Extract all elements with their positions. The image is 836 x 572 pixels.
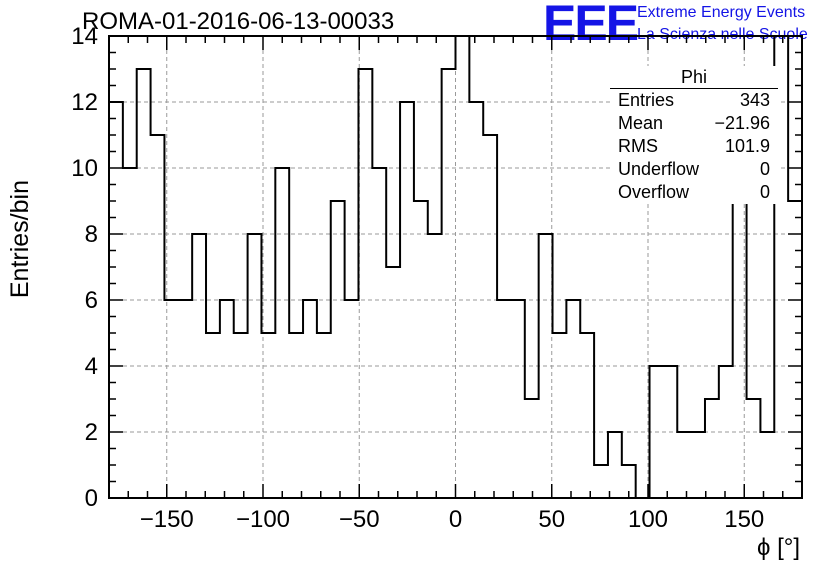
stats-row: RMS 101.9	[610, 135, 778, 158]
y-tick-label: 10	[71, 155, 98, 182]
histogram-bin	[234, 333, 248, 498]
y-tick-label: 6	[85, 287, 98, 314]
histogram-bin	[525, 399, 539, 498]
stats-label: RMS	[618, 136, 658, 156]
logo-line-1: Extreme Energy Events	[637, 4, 806, 21]
histogram-bin	[747, 399, 761, 498]
x-tick-label: 0	[449, 506, 462, 533]
histogram-bin	[275, 168, 289, 498]
histogram-bin	[261, 333, 275, 498]
histogram-bin	[372, 168, 386, 498]
histogram-bin	[553, 333, 567, 498]
stats-value: 343	[739, 90, 770, 110]
histogram-bin	[414, 201, 428, 498]
stats-row: Underflow 0	[610, 158, 778, 181]
x-tick-label: 100	[628, 506, 668, 533]
histogram-bin	[469, 102, 483, 498]
histogram-bin	[317, 333, 331, 498]
stats-label: Overflow	[618, 182, 690, 202]
stats-row: Entries 343	[610, 89, 778, 112]
stats-value: 0	[759, 182, 770, 202]
stats-row: Overflow 0	[610, 181, 778, 204]
stats-label: Mean	[618, 113, 664, 133]
stats-value: −21.96	[714, 113, 770, 133]
eee-logo: EEE	[543, 0, 639, 51]
x-axis-label: ϕ [°]	[756, 534, 800, 561]
histogram-bin	[705, 399, 719, 498]
histogram-bin	[539, 234, 553, 498]
chart-title: ROMA-01-2016-06-13-00033	[82, 8, 395, 35]
histogram-bin	[289, 333, 303, 498]
x-tick-label: −50	[339, 506, 380, 533]
histogram-bin	[677, 432, 691, 498]
histogram-bin	[151, 135, 165, 498]
histogram-bin	[178, 300, 192, 498]
stats-row: Mean −21.96	[610, 112, 778, 135]
histogram-bin	[358, 69, 372, 498]
histogram-bin	[580, 333, 594, 498]
stats-value: 0	[759, 159, 770, 179]
histogram-bin	[733, 201, 747, 498]
histogram-bin	[345, 300, 359, 498]
histogram-bin	[650, 366, 664, 498]
y-tick-label: 8	[85, 221, 98, 248]
histogram-bin	[220, 300, 234, 498]
histogram-bin	[248, 234, 262, 498]
stats-value: 101.9	[724, 136, 770, 156]
x-tick-label: −100	[236, 506, 290, 533]
stats-box: Phi Entries 343 Mean −21.96 RMS 101.9 Underflo…	[610, 66, 778, 204]
stats-title: Phi	[610, 66, 778, 89]
stats-label: Underflow	[618, 159, 700, 179]
histogram-bin	[608, 432, 622, 498]
histogram-bin	[566, 300, 580, 498]
histogram-bin	[137, 69, 151, 498]
histogram-bin	[192, 234, 206, 498]
histogram-bin	[206, 333, 220, 498]
x-tick-label: 50	[538, 506, 565, 533]
stats-label: Entries	[618, 90, 675, 110]
histogram-bin	[123, 168, 137, 498]
histogram-bin	[303, 300, 317, 498]
y-tick-label: 2	[85, 419, 98, 446]
y-tick-label: 0	[85, 485, 98, 512]
histogram-bin	[164, 300, 178, 498]
histogram-bin	[428, 234, 442, 498]
x-tick-label: 150	[724, 506, 764, 533]
histogram-bin	[511, 300, 525, 498]
histogram-bin	[663, 366, 677, 498]
histogram-bin	[400, 102, 414, 498]
histogram-bin	[483, 135, 497, 498]
y-tick-label: 12	[71, 89, 98, 116]
histogram-bin	[594, 465, 608, 498]
histogram-bin	[386, 267, 400, 498]
histogram-bin	[719, 366, 733, 498]
x-tick-label: −150	[140, 506, 194, 533]
histogram-bin	[497, 300, 511, 498]
histogram-bin	[331, 201, 345, 498]
histogram-series	[108, 35, 803, 499]
histogram-bin	[691, 432, 705, 498]
histogram-bin	[760, 432, 774, 498]
logo-line-2: La Scienza nelle Scuole	[637, 26, 808, 43]
y-tick-label: 14	[71, 23, 98, 50]
histogram-bin	[442, 69, 456, 498]
y-tick-label: 4	[85, 353, 98, 380]
histogram-bin	[456, 36, 470, 498]
